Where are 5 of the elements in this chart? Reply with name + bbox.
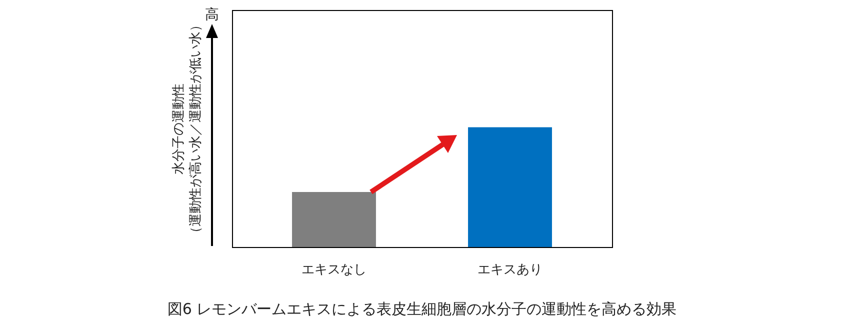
text: 高 — [205, 6, 219, 24]
y-axis-title: 水分子の運動性（運動性が高い水／運動性が低い水） — [172, 18, 204, 240]
text: 図6 レモンバームエキスによる表皮生細胞層の水分子の運動性を高める効果 — [167, 300, 677, 318]
x-tick-label: エキスあり — [478, 262, 543, 278]
x-tick-label: エキスなし — [301, 262, 366, 278]
